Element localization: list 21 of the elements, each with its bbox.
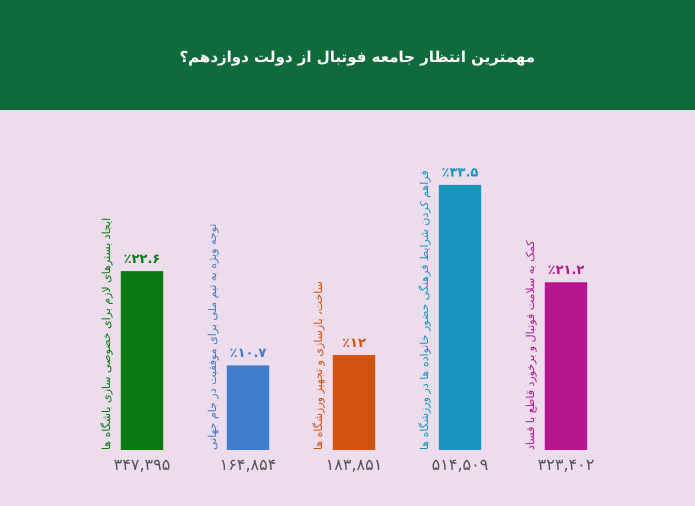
text: ۳۲۳,۴۰۲ [538, 455, 594, 474]
bar [438, 184, 482, 450]
bar [120, 271, 164, 450]
x-tick-label: کمک به سلامت فوتبال و برخورد قاطع با فساد [524, 240, 538, 450]
data-label: ٪۱۰.۷ [230, 346, 266, 362]
x-tick-label: ایجاد بسترهای لازم برای خصوصی سازی باشگاه ها [100, 218, 114, 450]
x-tick-label: فراهم کردن شرایط فرهنگی حضور خانواده ها در ورزشگاه ها [418, 170, 432, 450]
x-tick-label: ساخت، بازسازی و تجهیز ورزشگاه ها [312, 281, 326, 450]
bar [544, 282, 588, 450]
data-label: ٪۲۱.۲ [548, 263, 584, 278]
data-label: ٪۱۲ [342, 336, 366, 351]
data-label: ٪۲۲.۶ [124, 252, 160, 268]
data-label: ٪۳۳.۵ [442, 166, 478, 181]
text: ۳۴۷,۳۹۵ [114, 455, 170, 474]
bar [332, 355, 376, 450]
text: ۱۸۳,۸۵۱ [326, 455, 382, 474]
bar [226, 365, 270, 450]
x-tick-label: توجه ویژه به تیم ملی برای موفقیت در جام جهانی [206, 224, 220, 450]
text: ۵۱۴,۵۰۹ [432, 455, 488, 474]
chart-title: مهمترین انتظار جامعه فوتبال از دولت دوازدهم؟ [179, 48, 535, 66]
text: ۱۶۴,۸۵۴ [220, 455, 276, 474]
